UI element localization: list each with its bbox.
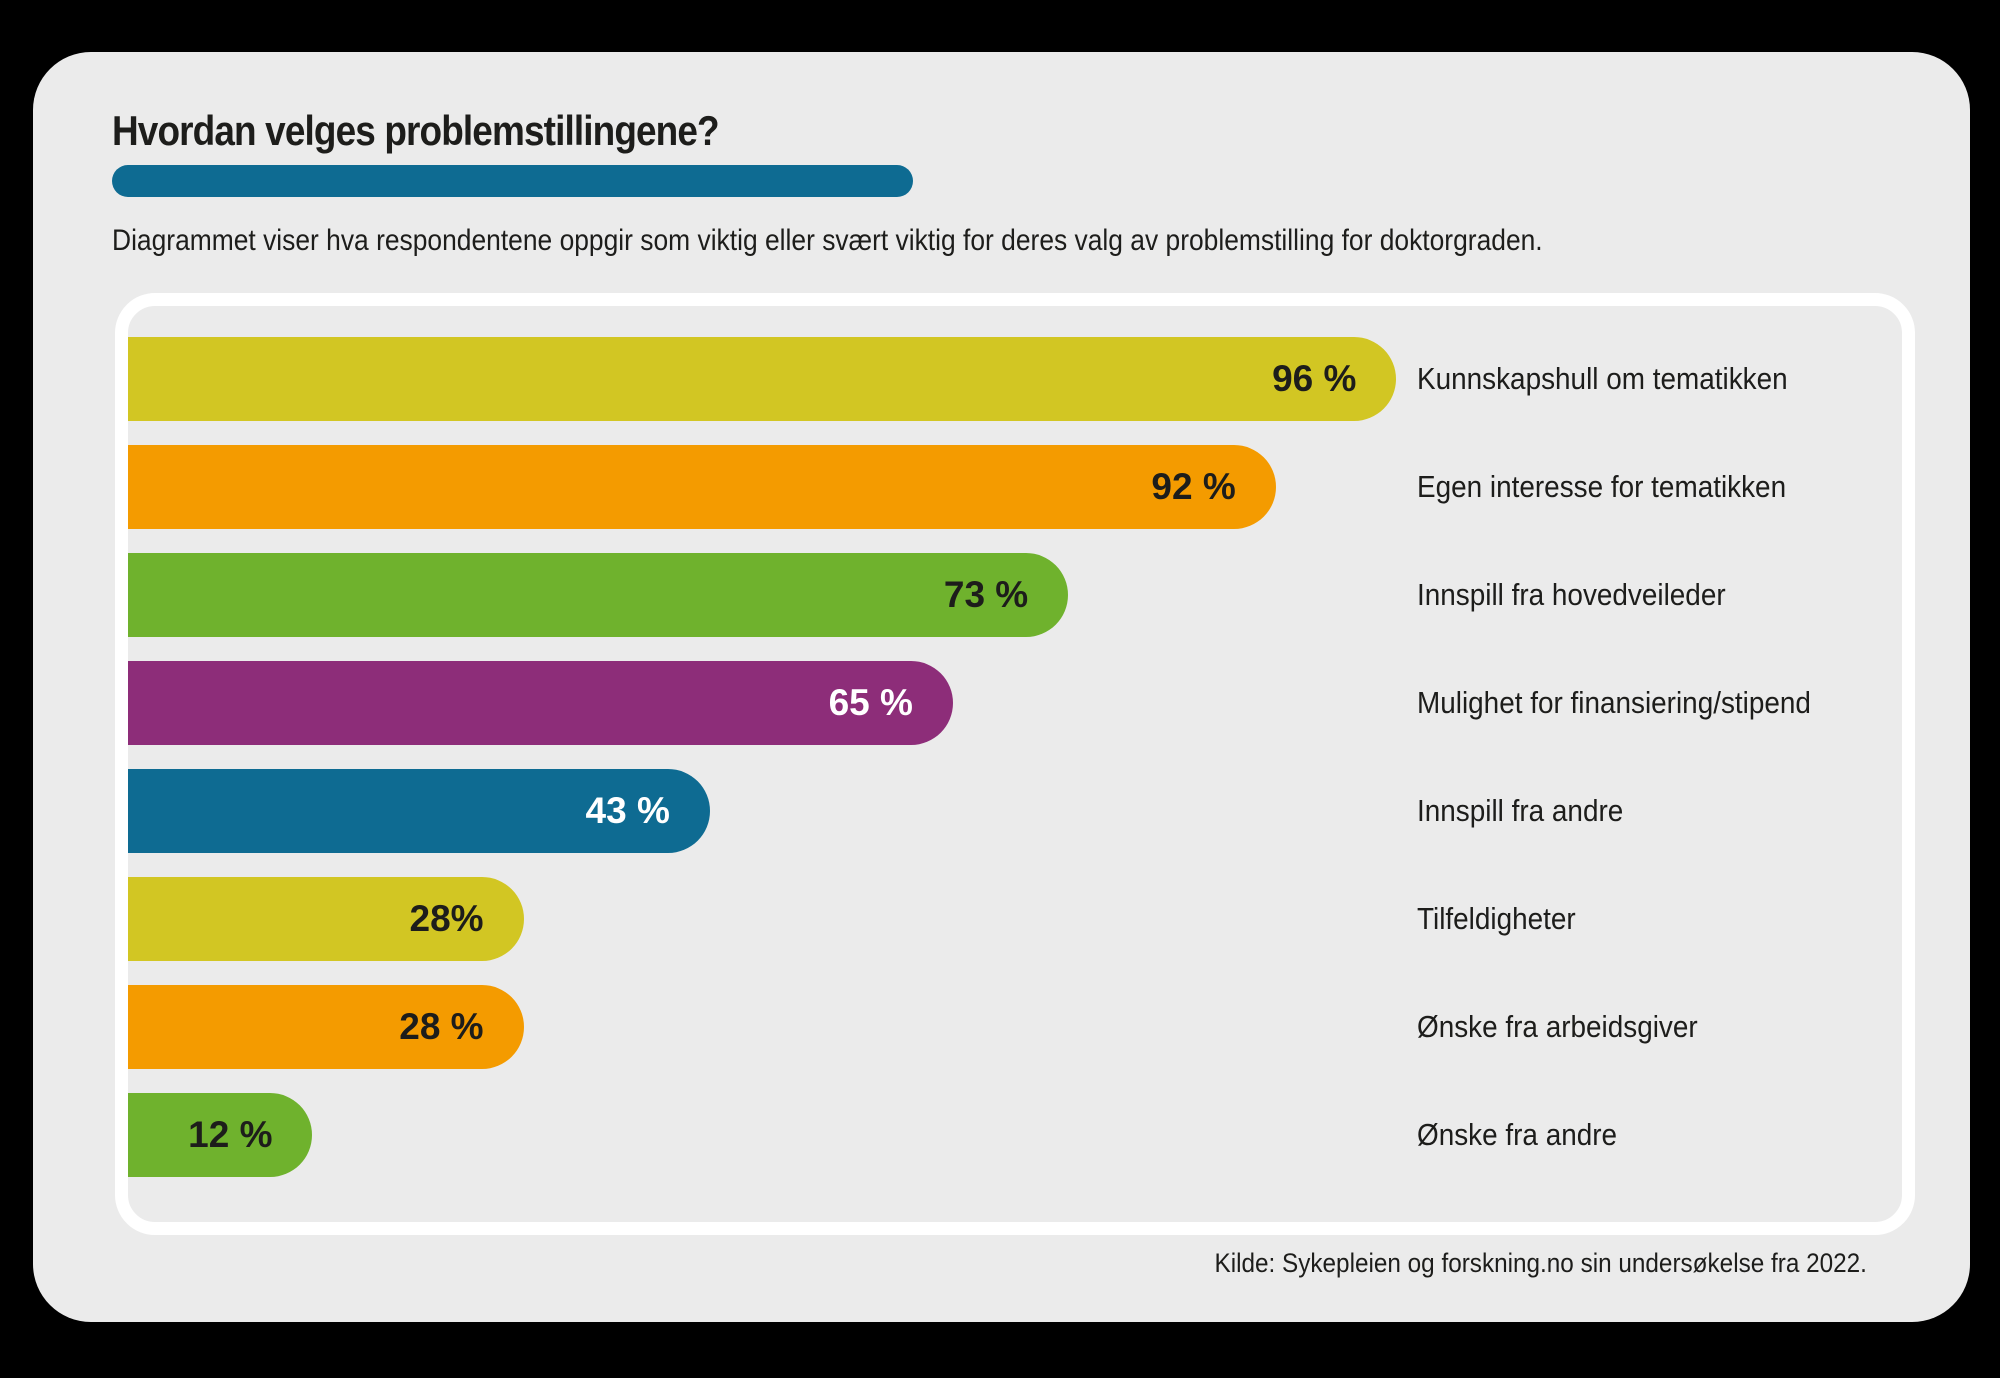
bar-rows: 96 % Kunnskapshull om tematikken 92 % Egen … xyxy=(128,337,1902,1177)
chart-title: Hvordan velges problemstillingene? xyxy=(112,107,720,154)
bar-row: 43 % Innspill fra andre xyxy=(128,769,1902,853)
title-underline xyxy=(112,165,913,197)
bar-row: 65 % Mulighet for finansiering/stipend xyxy=(128,661,1902,745)
bar-value-label: 28 % xyxy=(399,1006,484,1047)
bar: 96 % xyxy=(128,337,1397,421)
bar-value-label: 28% xyxy=(409,898,484,939)
bar-category-label: Egen interesse for tematikken xyxy=(1417,469,1787,504)
bar-row: 73 % Innspill fra hovedveileder xyxy=(128,553,1902,637)
bar: 65 % xyxy=(128,661,953,745)
bar: 43 % xyxy=(128,769,710,853)
bar-category-label: Innspill fra andre xyxy=(1417,793,1624,828)
bar: 12 % xyxy=(128,1093,313,1177)
bar-value-label: 12 % xyxy=(188,1114,273,1155)
bar-category-label: Ønske fra andre xyxy=(1417,1117,1618,1152)
bar-category-label: Tilfeldigheter xyxy=(1417,901,1576,936)
bar-value-label: 43 % xyxy=(585,790,670,831)
bar-value-label: 65 % xyxy=(828,682,913,723)
bar: 92 % xyxy=(128,445,1276,529)
bar-value-label: 96 % xyxy=(1272,358,1357,399)
bar: 28% xyxy=(128,877,524,961)
infographic-card: Hvordan velges problemstillingene? Diagr… xyxy=(33,52,1970,1322)
bar-row: 12 % Ønske fra andre xyxy=(128,1093,1902,1177)
bar-category-label: Ønske fra arbeidsgiver xyxy=(1417,1009,1698,1044)
bar-row: 28% Tilfeldigheter xyxy=(128,877,1902,961)
bar-row: 92 % Egen interesse for tematikken xyxy=(128,445,1902,529)
bar: 28 % xyxy=(128,985,524,1069)
bar: 73 % xyxy=(128,553,1069,637)
chart-subtitle: Diagrammet viser hva respondentene oppgi… xyxy=(112,224,1543,257)
bar-row: 96 % Kunnskapshull om tematikken xyxy=(128,337,1902,421)
bar-category-label: Kunnskapshull om tematikken xyxy=(1417,361,1788,396)
bar-value-label: 73 % xyxy=(943,574,1029,615)
bar-row: 28 % Ønske fra arbeidsgiver xyxy=(128,985,1902,1069)
bar-value-label: 92 % xyxy=(1151,466,1236,507)
bar-category-label: Innspill fra hovedveileder xyxy=(1417,577,1726,612)
chart-panel: 96 % Kunnskapshull om tematikken 92 % Egen … xyxy=(115,293,1915,1235)
source-note: Kilde: Sykepleien og forskning.no sin un… xyxy=(1214,1248,1867,1278)
bar-category-label: Mulighet for finansiering/stipend xyxy=(1417,685,1811,720)
